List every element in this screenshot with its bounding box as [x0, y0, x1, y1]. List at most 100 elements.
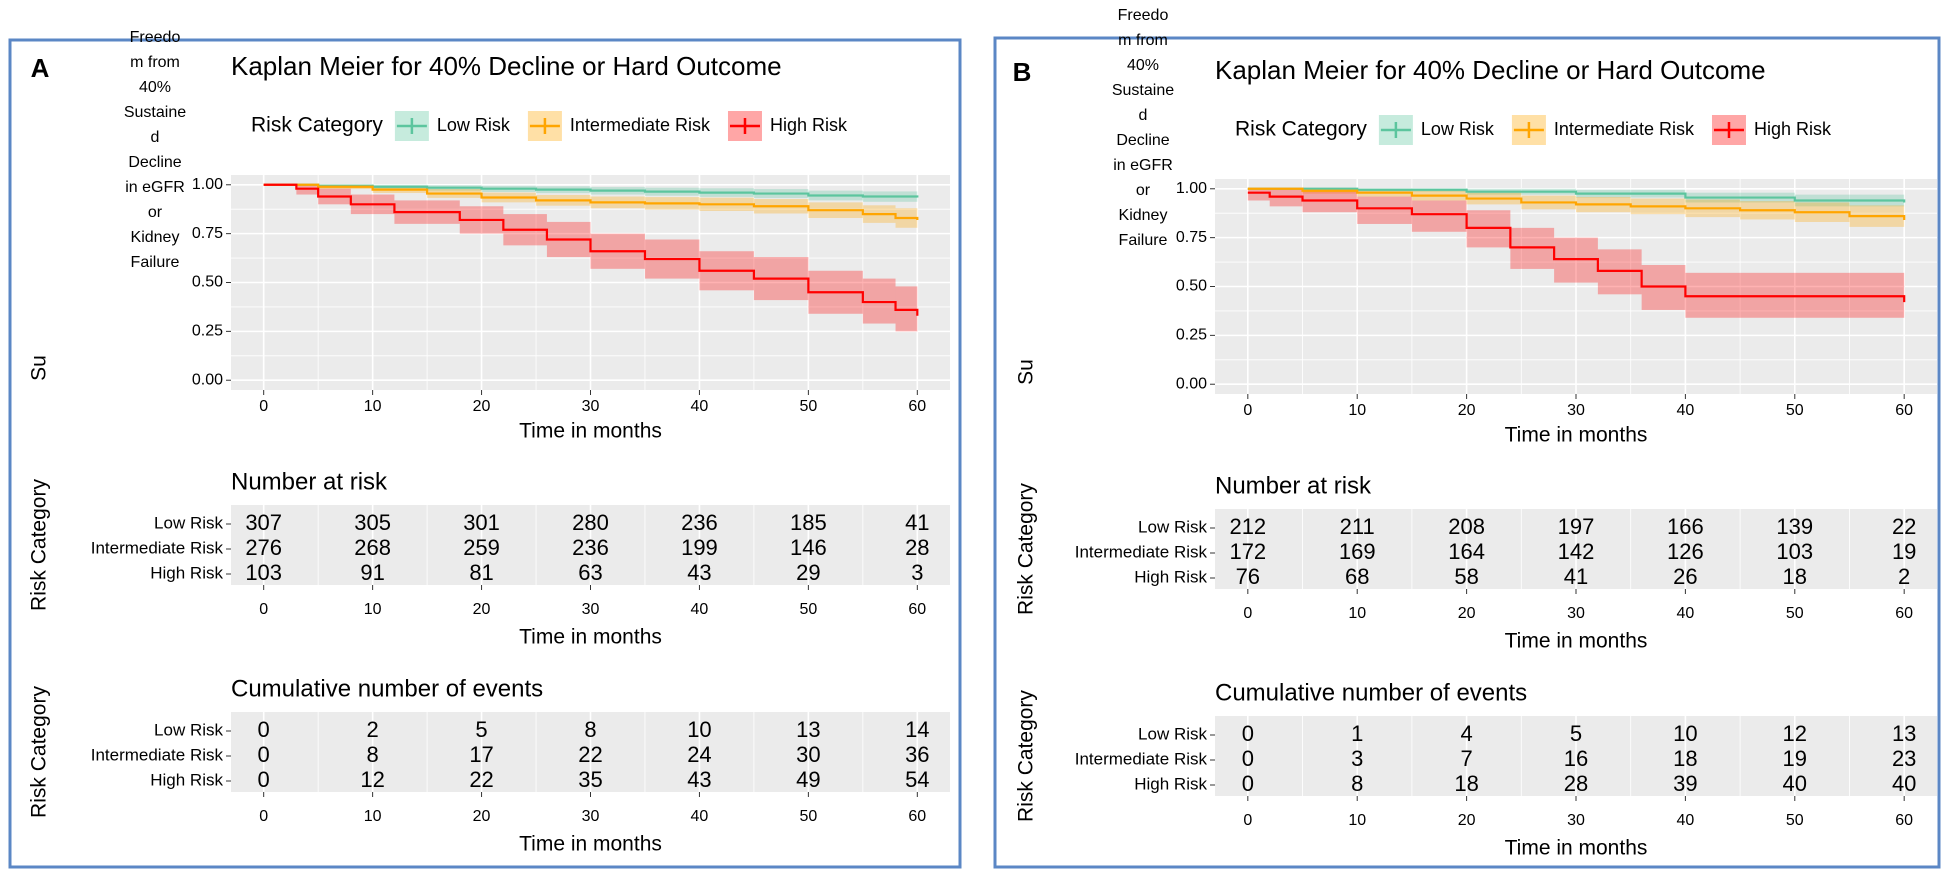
x-tick-label: 50	[799, 808, 817, 825]
table-cell: 40	[1892, 771, 1916, 796]
axis-note: Kidney	[131, 229, 180, 246]
row-label: Intermediate Risk	[1075, 542, 1208, 561]
axis-note: 40%	[139, 79, 171, 96]
x-tick-label: 10	[1348, 402, 1366, 419]
x-tick-label: 50	[799, 601, 817, 618]
table-cell: 166	[1667, 514, 1704, 539]
row-label: Intermediate Risk	[1075, 749, 1208, 768]
x-tick-label: 0	[1243, 605, 1252, 622]
x-tick-label: 50	[1786, 605, 1804, 622]
y-tick-label: 0.00	[192, 371, 223, 388]
table-cell: 24	[687, 742, 711, 767]
y-axis-label: Risk Category	[1015, 690, 1038, 822]
table-cell: 12	[1783, 721, 1807, 746]
x-tick-label: 20	[1458, 402, 1476, 419]
x-axis-label: Time in months	[1505, 837, 1648, 860]
survival-curve	[1247, 187, 1906, 221]
table-cell: 2	[1898, 564, 1910, 589]
x-tick-label: 20	[473, 808, 491, 825]
x-tick-label: 50	[1786, 402, 1804, 419]
table-title: Number at risk	[231, 468, 388, 495]
table-cell: 26	[1673, 564, 1697, 589]
x-tick-label: 60	[1895, 812, 1913, 829]
axis-note: Decline	[1116, 132, 1169, 149]
table-cell: 142	[1558, 539, 1595, 564]
table-cell: 22	[469, 767, 493, 792]
chart-title: Kaplan Meier for 40% Decline or Hard Out…	[231, 51, 782, 81]
table-cell: 41	[905, 510, 929, 535]
y-tick-label: 0.50	[1176, 278, 1207, 295]
table-cell: 211	[1340, 514, 1375, 539]
axis-note: Freedo	[130, 29, 181, 46]
x-tick-label: 20	[473, 601, 491, 618]
table-cell: 28	[905, 535, 929, 560]
table-cell: 91	[360, 560, 384, 585]
chart-title: Kaplan Meier for 40% Decline or Hard Out…	[1215, 55, 1766, 85]
y-axis-label: Risk Category	[28, 686, 51, 818]
confidence-band	[1411, 200, 1467, 232]
confidence-band	[1247, 188, 1270, 201]
axis-note: Failure	[131, 254, 180, 271]
row-label: Low Risk	[154, 720, 223, 739]
table-cell: 8	[1351, 771, 1363, 796]
table-cell: 0	[1242, 721, 1254, 746]
table-cell: 49	[796, 767, 820, 792]
panel-letter: A	[31, 53, 50, 83]
axis-note: Freedo	[1118, 7, 1169, 24]
table-cell: 10	[687, 717, 711, 742]
table-cell: 14	[905, 717, 929, 742]
y-tick-label: 1.00	[1176, 180, 1207, 197]
x-tick-label: 30	[582, 398, 600, 415]
y-tick-label: 0.00	[1176, 375, 1207, 392]
table-cell: 22	[1892, 514, 1916, 539]
table-cell: 301	[463, 510, 500, 535]
x-tick-label: 30	[582, 808, 600, 825]
x-tick-label: 60	[1895, 402, 1913, 419]
x-tick-label: 10	[1348, 812, 1366, 829]
row-label: Low Risk	[154, 513, 223, 532]
panel-letter: B	[1013, 57, 1032, 87]
x-axis-label: Time in months	[519, 626, 662, 649]
x-tick-label: 0	[1243, 812, 1252, 829]
table-cell: 36	[905, 742, 929, 767]
table-cell: 63	[578, 560, 602, 585]
x-tick-label: 40	[1676, 402, 1694, 419]
legend-label: High Risk	[1754, 119, 1832, 139]
x-tick-label: 50	[1786, 812, 1804, 829]
table-cell: 22	[578, 742, 602, 767]
survival-curve	[263, 183, 919, 220]
x-tick-label: 60	[908, 601, 926, 618]
table-cell: 8	[366, 742, 378, 767]
x-tick-label: 10	[364, 808, 382, 825]
table-cell: 3	[1351, 746, 1363, 771]
table-cell: 68	[1345, 564, 1369, 589]
table-cell: 30	[796, 742, 820, 767]
table-cell: 103	[1776, 539, 1813, 564]
legend-label: High Risk	[770, 115, 848, 135]
axis-note: Sustaine	[124, 104, 186, 121]
table-cell: 58	[1454, 564, 1478, 589]
table-cell: 169	[1339, 539, 1376, 564]
axis-note: m from	[130, 54, 180, 71]
table-cell: 146	[790, 535, 827, 560]
x-tick-label: 0	[259, 398, 268, 415]
x-tick-label: 30	[1567, 402, 1585, 419]
table-cell: 54	[905, 767, 929, 792]
axis-note: in eGFR	[1113, 157, 1173, 174]
table-cell: 5	[475, 717, 487, 742]
axis-note: d	[1139, 107, 1148, 124]
table-cell: 199	[681, 535, 718, 560]
axis-note: Kidney	[1119, 207, 1168, 224]
table-cell: 268	[354, 535, 391, 560]
table-title: Cumulative number of events	[1215, 679, 1527, 706]
axis-note: 40%	[1127, 57, 1159, 74]
panel-border	[993, 36, 1941, 869]
axis-note: Failure	[1119, 232, 1168, 249]
y-axis-label: Risk Category	[28, 479, 51, 611]
axis-note: m from	[1118, 32, 1168, 49]
survival-curve	[1247, 191, 1906, 303]
table-cell: 2	[366, 717, 378, 742]
x-tick-label: 40	[691, 601, 709, 618]
row-label: Low Risk	[1138, 517, 1207, 536]
